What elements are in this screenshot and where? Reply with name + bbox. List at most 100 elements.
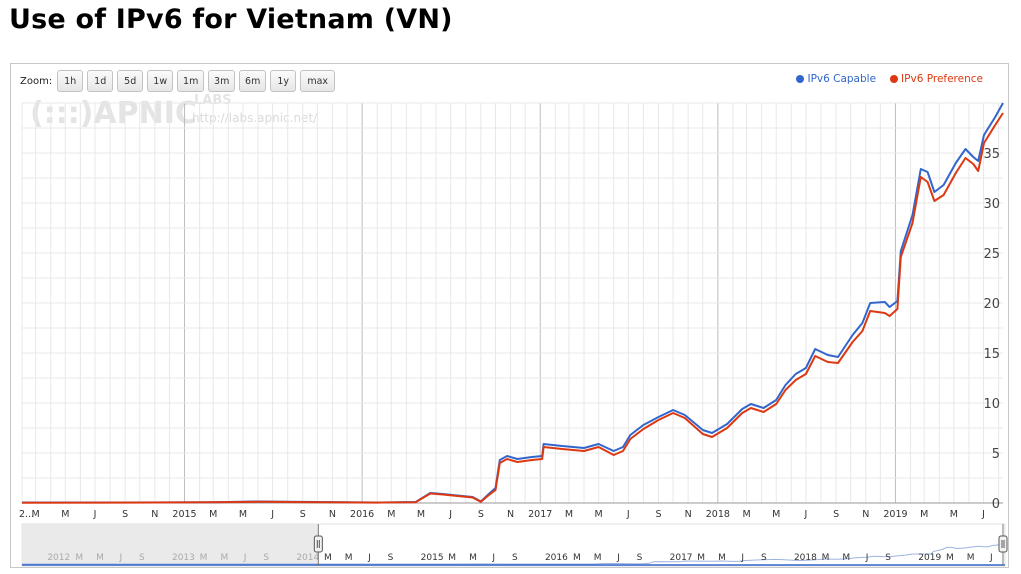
navigator-tick-label: M — [200, 553, 208, 563]
x-tick-label: 2016 — [350, 509, 374, 520]
y-tick-label: 35 — [983, 147, 1000, 162]
range-navigator[interactable]: 2012 M M J S 2013 M M J S 2014 M M J S 2015 M M J S 2016 M M J S… — [21, 523, 1008, 567]
zoom-1y-button[interactable]: 1y — [270, 70, 297, 92]
navigator-tick-label: 2017 — [670, 553, 693, 563]
navigator-tick-label: S — [512, 553, 518, 563]
navigator-tick-label: J — [865, 553, 869, 563]
navigator-tick-label: S — [263, 553, 269, 563]
navigator-tick-label: S — [139, 553, 145, 563]
navigator-tick-label: M — [594, 553, 602, 563]
y-tick-label: 25 — [983, 247, 1000, 262]
navigator-tick-label: 2015 — [421, 553, 444, 563]
navigator-tick-label: 2018 — [794, 553, 817, 563]
legend-label: IPv6 Capable — [807, 73, 877, 85]
legend-label: IPv6 Preference — [901, 73, 983, 85]
navigator-left-handle[interactable] — [313, 524, 323, 566]
x-tick-label: M — [595, 509, 603, 520]
navigator-tick-label: M — [822, 553, 830, 563]
x-tick-label: 2018 — [706, 509, 730, 520]
x-tick-label: J — [804, 509, 808, 520]
watermark-logo: (:::)APNIC — [30, 96, 197, 131]
x-tick-label: M — [32, 509, 40, 520]
navigator-tick-label: S — [388, 553, 394, 563]
navigator-tick-label: J — [243, 553, 247, 563]
legend-dot-icon — [796, 75, 805, 83]
navigator-tick-label: S — [637, 553, 643, 563]
chart-frame — [10, 63, 1009, 568]
navigator-tick-label: M — [573, 553, 581, 563]
y-tick-label: 10 — [983, 397, 1000, 412]
x-tick-label: M — [239, 509, 247, 520]
zoom-1w-button[interactable]: 1w — [147, 70, 174, 92]
y-tick-label: 15 — [983, 347, 1000, 362]
x-tick-label: N — [685, 509, 692, 520]
x-tick-label: N — [862, 509, 869, 520]
y-tick-label: 0 — [992, 497, 1000, 512]
legend: IPv6 Capable IPv6 Preference — [782, 73, 983, 85]
x-tick-label: M — [565, 509, 573, 520]
y-tick-label: 30 — [983, 197, 1000, 212]
x-tick-label: J — [448, 509, 452, 520]
navigator-tick-label: 2016 — [545, 553, 568, 563]
x-tick-label: M — [387, 509, 395, 520]
navigator-tick-label: M — [469, 553, 477, 563]
x-tick-label: S — [478, 509, 484, 520]
x-tick-label: J — [93, 509, 97, 520]
navigator-tick-label: M — [96, 553, 104, 563]
navigator-tick-label: 2019 — [918, 553, 941, 563]
zoom-3m-button[interactable]: 3m — [208, 70, 236, 92]
navigator-tick-label: J — [367, 553, 371, 563]
navigator-handle-grip — [998, 535, 1008, 553]
x-axis: 2...M M J S N 2015 M M J S N 2016 M M J S N 2017 M M J S N 2018… — [19, 509, 985, 520]
x-tick-label: J — [270, 509, 274, 520]
navigator-tick-label: 2013 — [172, 553, 195, 563]
legend-item-ipv6-capable[interactable]: IPv6 Capable — [796, 73, 876, 85]
x-tick-label: J — [626, 509, 630, 520]
x-tick-label: M — [920, 509, 928, 520]
navigator-right-handle[interactable] — [998, 524, 1008, 566]
x-tick-label: 2017 — [528, 509, 552, 520]
watermark-url: http://labs.apnic.net/ — [192, 111, 318, 125]
x-tick-label: N — [507, 509, 514, 520]
x-tick-label: M — [61, 509, 69, 520]
navigator-tick-label: J — [989, 553, 993, 563]
navigator-tick-label: J — [491, 553, 495, 563]
x-tick-label: S — [122, 509, 128, 520]
x-tick-label: 2... — [19, 509, 34, 520]
x-tick-label: M — [742, 509, 750, 520]
grid-layer — [21, 102, 1003, 504]
x-tick-label: N — [151, 509, 158, 520]
apnic-watermark: (:::)APNIC LABS http://labs.apnic.net/ — [30, 93, 318, 131]
x-tick-label: J — [981, 509, 985, 520]
legend-item-ipv6-preference[interactable]: IPv6 Preference — [890, 73, 983, 85]
navigator-tick-label: S — [761, 553, 767, 563]
navigator-tick-label: J — [118, 553, 122, 563]
zoom-1m-button[interactable]: 1m — [177, 70, 205, 92]
x-tick-label: M — [950, 509, 958, 520]
x-tick-label: M — [417, 509, 425, 520]
navigator-tick-label: M — [842, 553, 850, 563]
x-tick-label: 2019 — [883, 509, 907, 520]
navigator-tick-label: J — [740, 553, 744, 563]
navigator-tick-label: M — [697, 553, 705, 563]
zoom-6m-button[interactable]: 6m — [239, 70, 267, 92]
navigator-unselected-mask — [22, 524, 319, 566]
navigator-tick-label: M — [448, 553, 456, 563]
page-title: Use of IPv6 for Vietnam (VN) — [9, 4, 453, 35]
legend-dot-icon — [890, 75, 899, 83]
x-tick-label: N — [329, 509, 336, 520]
navigator-tick-label: M — [345, 553, 353, 563]
zoom-1h-button[interactable]: 1h — [57, 70, 84, 92]
x-tick-label: 2015 — [172, 509, 196, 520]
navigator-series-line — [22, 543, 1006, 565]
zoom-1d-button[interactable]: 1d — [87, 70, 114, 92]
navigator-tick-label: M — [75, 553, 83, 563]
x-tick-label: M — [772, 509, 780, 520]
navigator-tick-label: J — [616, 553, 620, 563]
zoom-5d-button[interactable]: 5d — [117, 70, 144, 92]
y-tick-label: 20 — [983, 297, 1000, 312]
zoom-max-button[interactable]: max — [300, 70, 336, 92]
navigator-tick-label: M — [946, 553, 954, 563]
y-axis: 0 5 10 15 20 25 30 35 — [983, 147, 1000, 512]
